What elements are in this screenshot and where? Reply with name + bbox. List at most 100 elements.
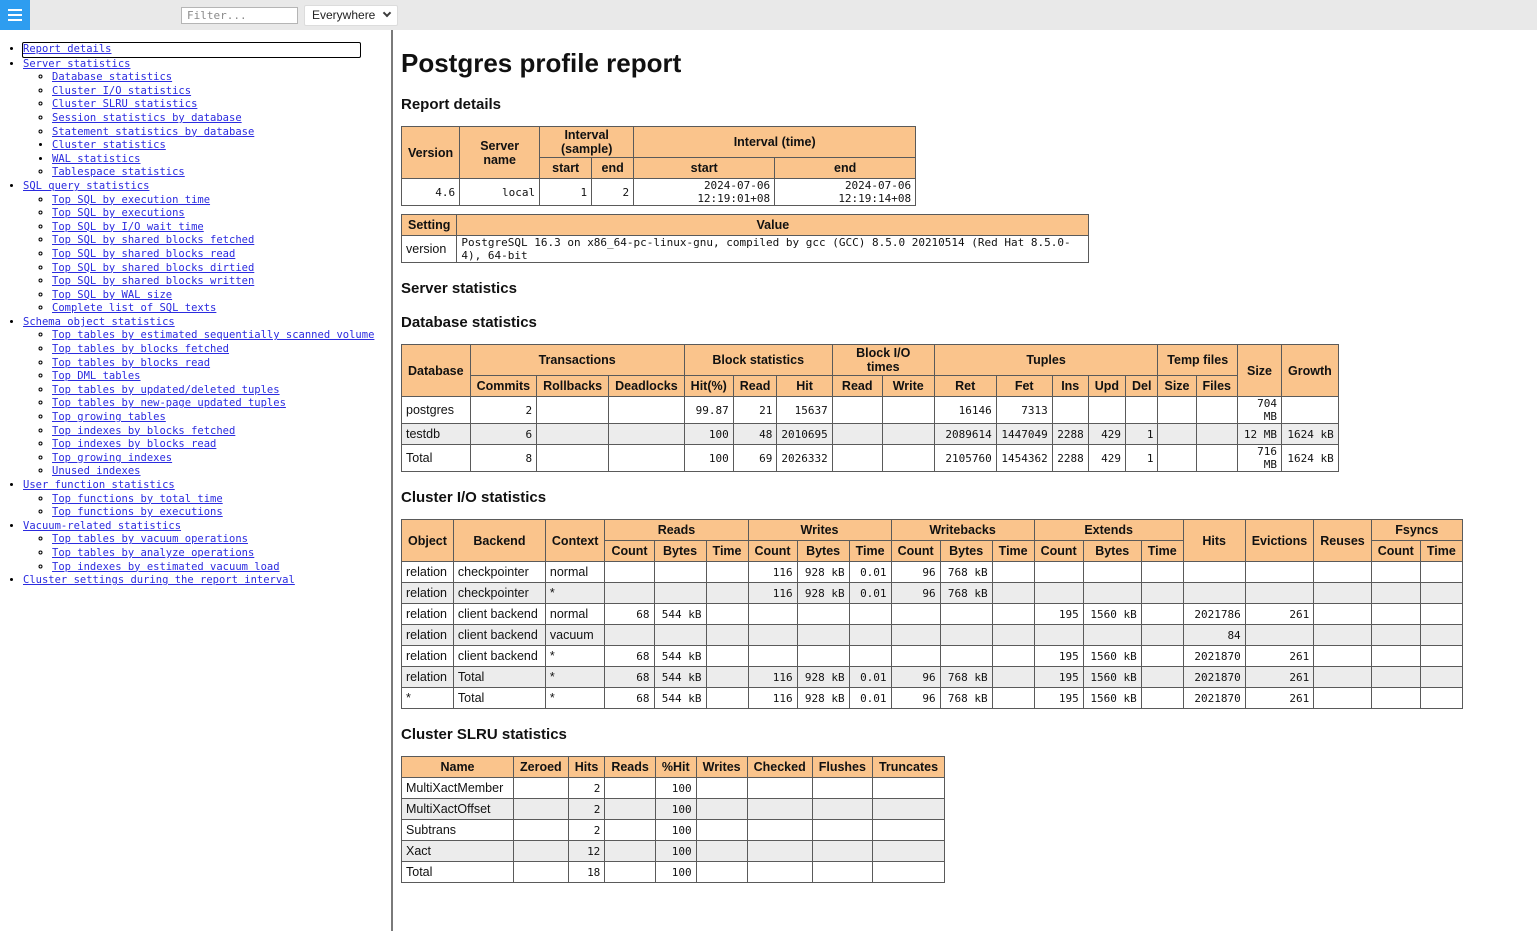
column-header: Interval (sample) — [539, 126, 635, 158]
scope-select[interactable]: Everywhere — [304, 4, 399, 26]
sidebar-link[interactable]: Schema object statistics — [23, 315, 175, 328]
table-cell: Total — [452, 666, 546, 688]
sidebar-link[interactable]: Database statistics — [52, 71, 173, 84]
column-header: Setting — [400, 214, 458, 236]
table-cell — [604, 861, 656, 883]
sidebar-link[interactable]: SQL query statistics — [23, 179, 150, 192]
sidebar-link[interactable]: Cluster I/O statistics — [52, 84, 192, 97]
column-header: end — [591, 157, 635, 179]
sidebar-link[interactable]: Top SQL by shared blocks fetched — [52, 234, 255, 247]
column-header: Object — [401, 519, 454, 562]
table-row: postgres 2 99.87 21 15637 16146 7313 704 MB — [401, 396, 1339, 424]
sidebar-link[interactable]: Top SQL by executions — [52, 207, 185, 220]
table-cell: 2 — [567, 798, 606, 820]
table-row: relation client backend * 68 544 kB 195 1560 k… — [401, 645, 1463, 667]
sidebar-link[interactable]: Statement statistics by database — [52, 125, 255, 138]
sidebar-item: Cluster statistics — [52, 139, 387, 153]
sidebar-link[interactable]: Top SQL by I/O wait time — [52, 220, 204, 233]
sidebar-link[interactable]: Top growing indexes — [52, 451, 173, 464]
table-cell — [811, 798, 873, 820]
table-row: relation client backend vacuum 84 — [401, 624, 1463, 646]
table-cell: relation — [401, 561, 454, 583]
sidebar-link[interactable]: Report details — [22, 42, 361, 58]
sidebar-link[interactable]: User function statistics — [23, 479, 175, 491]
sidebar-link[interactable]: Unused indexes — [52, 465, 141, 478]
sidebar-list: Report detailsServer statisticsDatabase … — [0, 42, 387, 588]
table-cell — [1419, 582, 1463, 604]
cluster-slru-statistics-table: Name Zeroed Hits Reads %Hit Writes Checked Flus… — [401, 756, 946, 883]
sidebar-link[interactable]: Top SQL by execution time — [52, 193, 211, 206]
table-cell — [695, 861, 748, 883]
table-cell: 100 — [654, 861, 697, 883]
table-cell: 704 MB — [1237, 396, 1282, 424]
sidebar-link[interactable]: Top indexes by estimated vacuum load — [52, 560, 280, 573]
sidebar-sublist: Top functions by total timeTop functions… — [23, 493, 387, 520]
table-cell — [705, 687, 749, 709]
table-cell: * — [401, 687, 454, 709]
filter-input[interactable] — [181, 6, 298, 24]
sidebar-link[interactable]: Top tables by updated/deleted tuples — [52, 383, 280, 396]
table-cell — [991, 603, 1035, 625]
column-header: Time — [1419, 540, 1463, 562]
menu-button[interactable] — [0, 0, 30, 30]
sidebar-link[interactable]: Top functions by total time — [52, 492, 223, 505]
sidebar-link[interactable]: Top tables by vacuum operations — [52, 533, 248, 546]
column-header: Rollbacks — [536, 375, 610, 397]
sidebar-item: Top SQL by shared blocks read — [52, 248, 387, 262]
sidebar-item: Report details — [22, 42, 387, 58]
sidebar-link[interactable]: Top indexes by blocks fetched — [52, 424, 236, 437]
section-heading-report-details: Report details — [401, 96, 502, 113]
sidebar-link[interactable]: Top SQL by WAL size — [52, 288, 173, 301]
table-cell — [746, 798, 813, 820]
table-cell: 96 — [890, 666, 941, 688]
sidebar-link[interactable]: Top tables by new-page updated tuples — [52, 397, 286, 410]
column-header: Interval (time) — [633, 126, 917, 158]
sidebar-link[interactable]: Cluster statistics — [52, 139, 166, 152]
sidebar-link[interactable]: Top indexes by blocks read — [52, 438, 217, 451]
sidebar-link[interactable]: Top DML tables — [52, 370, 141, 383]
column-header: Read — [732, 375, 778, 397]
column-header: Count — [604, 540, 655, 562]
column-header: Del — [1125, 375, 1159, 397]
sidebar-link[interactable]: Vacuum-related statistics — [23, 519, 182, 532]
sidebar-link[interactable]: Top tables by analyze operations — [52, 546, 255, 559]
sidebar-link[interactable]: Top tables by blocks read — [52, 356, 211, 369]
table-cell — [1033, 561, 1084, 583]
table-row: Total 18 100 — [401, 861, 946, 883]
table-cell: 100 — [683, 423, 734, 445]
sidebar-link[interactable]: Top tables by blocks fetched — [52, 343, 230, 356]
sidebar-link[interactable]: Top SQL by shared blocks read — [52, 247, 236, 260]
sidebar-link[interactable]: Complete list of SQL texts — [52, 302, 217, 315]
table-cell — [1082, 582, 1142, 604]
table-cell: 2021870 — [1182, 687, 1246, 709]
column-header: Reads — [604, 756, 656, 778]
sidebar-link[interactable]: WAL statistics — [52, 152, 141, 165]
sidebar-link[interactable]: Top functions by executions — [52, 506, 223, 519]
table-cell: 68 — [604, 666, 655, 688]
table-cell: 2288 — [1051, 423, 1089, 445]
sidebar-item: Top SQL by shared blocks fetched — [52, 234, 387, 248]
sidebar-link[interactable]: Top tables by estimated sequentially sca… — [52, 329, 375, 342]
sidebar-link[interactable]: Server statistics — [23, 57, 131, 70]
sidebar-link[interactable]: Cluster SLRU statistics — [52, 98, 198, 111]
sidebar-item: Top indexes by blocks fetched — [52, 425, 387, 439]
table-cell — [1125, 396, 1159, 424]
table-cell: 116 — [747, 666, 798, 688]
table-cell: relation — [401, 666, 454, 688]
table-cell — [1195, 444, 1238, 472]
sidebar-item: Top SQL by executions — [52, 207, 387, 221]
sidebar-link[interactable]: Top growing tables — [52, 411, 166, 424]
table-cell: 429 — [1087, 423, 1127, 445]
column-header: Time — [1140, 540, 1184, 562]
sidebar-link[interactable]: Top SQL by shared blocks dirtied — [52, 261, 255, 274]
table-cell — [746, 840, 813, 862]
table-cell: 2021786 — [1182, 603, 1246, 625]
table-cell: 1454362 — [995, 444, 1053, 472]
sidebar-link[interactable]: Cluster settings during the report inter… — [23, 574, 295, 587]
sidebar-item: Cluster SLRU statistics — [52, 98, 387, 112]
sidebar-link[interactable]: Top SQL by shared blocks written — [52, 275, 255, 288]
sidebar-link[interactable]: Tablespace statistics — [52, 166, 185, 179]
column-header: Writebacks — [890, 519, 1035, 541]
sidebar-link[interactable]: Session statistics by database — [52, 111, 242, 124]
table-cell — [1157, 396, 1197, 424]
